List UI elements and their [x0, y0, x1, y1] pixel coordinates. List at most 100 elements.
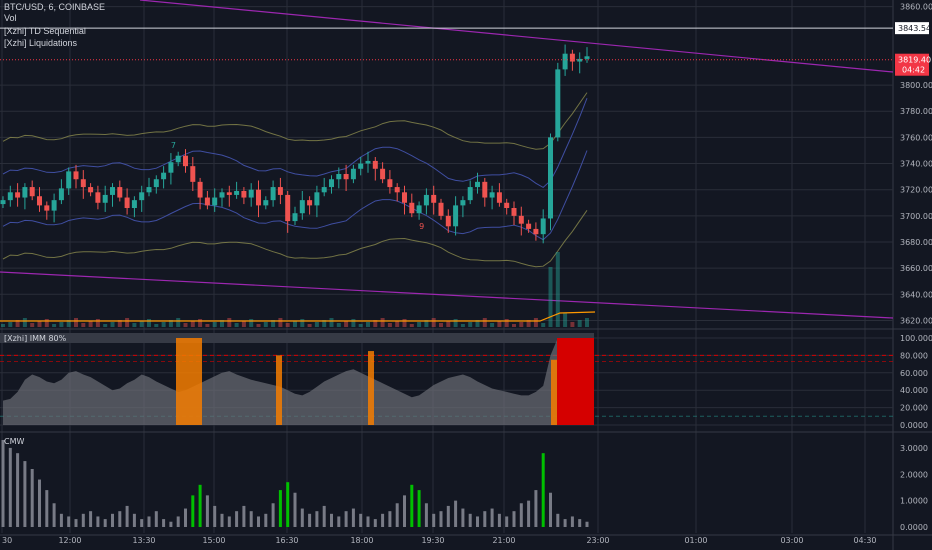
- cmw-bar[interactable]: [454, 500, 458, 527]
- candle[interactable]: [66, 171, 72, 189]
- cmw-bar[interactable]: [476, 516, 479, 527]
- cmw-bar[interactable]: [38, 479, 41, 527]
- cmw-bar[interactable]: [140, 519, 144, 527]
- cmw-bar[interactable]: [461, 508, 465, 527]
- candle[interactable]: [540, 218, 546, 235]
- candle[interactable]: [58, 188, 64, 201]
- cmw-bar[interactable]: [103, 519, 107, 527]
- candle[interactable]: [117, 187, 123, 198]
- candle[interactable]: [88, 187, 94, 193]
- cmw-bar[interactable]: [512, 511, 516, 527]
- candle[interactable]: [248, 189, 254, 198]
- cmw-bar[interactable]: [30, 469, 34, 527]
- cmw-bar[interactable]: [242, 505, 246, 527]
- cmw-bar[interactable]: [556, 513, 560, 527]
- candle[interactable]: [467, 187, 473, 201]
- candle[interactable]: [124, 197, 130, 208]
- cmw-bar[interactable]: [373, 519, 377, 527]
- cmw-bar[interactable]: [74, 519, 78, 527]
- cmw-bar[interactable]: [81, 513, 85, 527]
- candle[interactable]: [431, 194, 437, 203]
- cmw-bar[interactable]: [8, 447, 12, 527]
- cmw-bar[interactable]: [23, 461, 27, 527]
- candle[interactable]: [314, 192, 320, 206]
- cmw-bar[interactable]: [490, 508, 494, 527]
- candle[interactable]: [212, 197, 218, 206]
- candle[interactable]: [438, 202, 444, 216]
- cmw-bar[interactable]: [388, 511, 392, 527]
- candle[interactable]: [263, 200, 269, 206]
- cmw-bar[interactable]: [67, 516, 71, 527]
- candle[interactable]: [197, 181, 203, 198]
- candle[interactable]: [321, 187, 327, 193]
- cmw-bar[interactable]: [191, 495, 195, 527]
- candle[interactable]: [533, 228, 539, 235]
- cmw-bar[interactable]: [549, 492, 552, 527]
- cmw-pane[interactable]: CMW: [1, 437, 589, 527]
- cmw-bar[interactable]: [432, 513, 436, 527]
- cmw-bar[interactable]: [154, 511, 158, 527]
- cmw-bar[interactable]: [213, 505, 217, 527]
- cmw-bar[interactable]: [257, 516, 260, 527]
- price-pane[interactable]: 79: [0, 0, 894, 327]
- lower-trendline[interactable]: [0, 271, 894, 319]
- candle[interactable]: [402, 192, 407, 203]
- candle[interactable]: [7, 192, 13, 201]
- cmw-bar[interactable]: [424, 503, 428, 527]
- cmw-bar[interactable]: [286, 482, 290, 527]
- candle[interactable]: [511, 208, 517, 216]
- cmw-bar[interactable]: [293, 492, 297, 527]
- cmw-bar[interactable]: [351, 508, 355, 527]
- cmw-bar[interactable]: [541, 453, 545, 527]
- candle[interactable]: [365, 160, 371, 164]
- candle[interactable]: [175, 155, 181, 163]
- candle[interactable]: [204, 197, 210, 206]
- candle[interactable]: [548, 137, 553, 219]
- cmw-bar[interactable]: [300, 508, 304, 527]
- cmw-bar[interactable]: [322, 505, 326, 527]
- candle[interactable]: [423, 194, 429, 206]
- cmw-bar[interactable]: [96, 516, 100, 527]
- cmw-bar[interactable]: [570, 516, 574, 527]
- candle[interactable]: [15, 192, 21, 198]
- cmw-bar[interactable]: [184, 508, 187, 527]
- cmw-bar[interactable]: [359, 513, 363, 527]
- cmw-bar[interactable]: [330, 513, 333, 527]
- cmw-bar[interactable]: [176, 516, 180, 527]
- upper-trendline[interactable]: [139, 0, 894, 73]
- candle[interactable]: [139, 192, 145, 201]
- cmw-bar[interactable]: [1, 440, 5, 527]
- candle[interactable]: [496, 192, 502, 203]
- cmw-bar[interactable]: [89, 511, 93, 527]
- candle[interactable]: [277, 187, 283, 195]
- candle[interactable]: [131, 200, 137, 208]
- cmw-bar[interactable]: [446, 505, 450, 527]
- candle[interactable]: [161, 172, 167, 180]
- cmw-bar[interactable]: [534, 490, 538, 527]
- candle[interactable]: [526, 223, 532, 229]
- candle[interactable]: [241, 191, 247, 198]
- candle[interactable]: [183, 155, 188, 167]
- candle[interactable]: [0, 200, 6, 205]
- cmw-bar[interactable]: [220, 513, 224, 527]
- cmw-bar[interactable]: [337, 516, 341, 527]
- cmw-bar[interactable]: [162, 519, 166, 527]
- candle[interactable]: [475, 181, 480, 188]
- candle[interactable]: [416, 205, 422, 214]
- candle[interactable]: [256, 189, 261, 206]
- cmw-bar[interactable]: [527, 500, 531, 527]
- cmw-bar[interactable]: [519, 503, 523, 527]
- cmw-bar[interactable]: [381, 513, 385, 527]
- candle[interactable]: [234, 191, 240, 195]
- cmw-bar[interactable]: [125, 505, 129, 527]
- candle[interactable]: [102, 194, 108, 203]
- candle[interactable]: [219, 192, 225, 198]
- candle[interactable]: [51, 200, 57, 211]
- cmw-bar[interactable]: [59, 513, 63, 527]
- indicator-td-sequential[interactable]: [Xzhi] TD Sequential: [4, 26, 86, 36]
- candle[interactable]: [445, 215, 451, 227]
- candle[interactable]: [482, 181, 488, 198]
- candle[interactable]: [562, 53, 568, 70]
- candle[interactable]: [153, 179, 159, 188]
- cmw-bar[interactable]: [132, 513, 136, 527]
